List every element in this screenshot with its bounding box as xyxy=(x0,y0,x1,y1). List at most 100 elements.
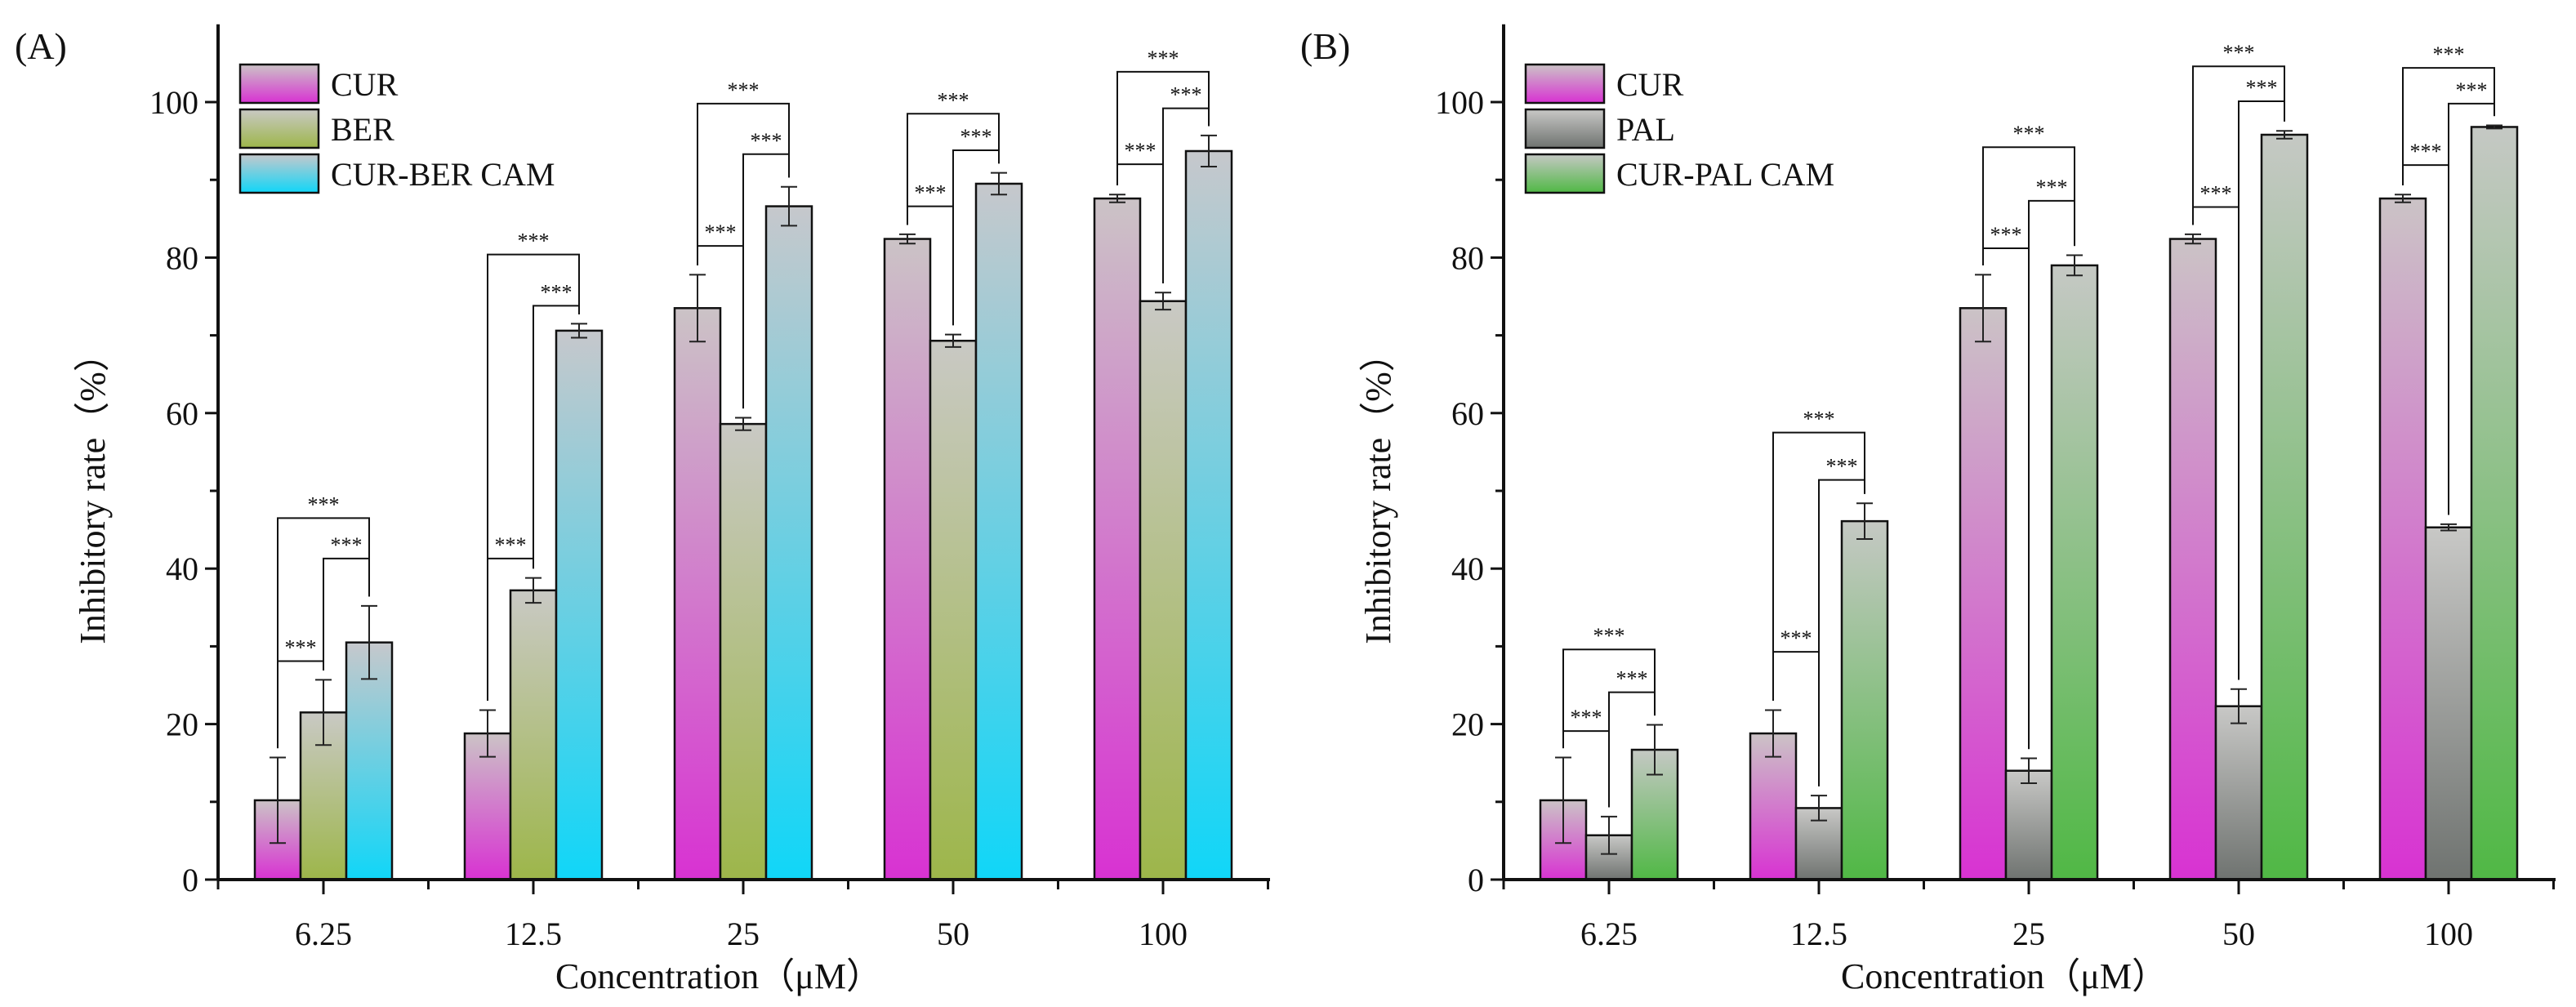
error-bar xyxy=(479,709,496,758)
error-bar xyxy=(1765,709,1781,758)
bar-group-100: *** *** *** xyxy=(1093,47,1233,881)
bar-ber xyxy=(509,589,558,881)
significance-label: *** xyxy=(1826,455,1858,479)
significance-label: *** xyxy=(960,125,992,149)
bar-cur-pal-cam xyxy=(2470,126,2519,881)
x-tick-label: 100 xyxy=(1139,916,1188,952)
bar-cur xyxy=(1093,197,1142,881)
significance-label: *** xyxy=(2456,78,2488,102)
bar-cur-ber-cam xyxy=(555,329,604,881)
bar-pal xyxy=(2214,705,2263,881)
significance-label: *** xyxy=(2433,42,2465,66)
y-tick-label: 80 xyxy=(1451,239,1484,276)
significance-label: *** xyxy=(1780,626,1812,650)
legend-label: CUR-BER CAM xyxy=(331,156,555,193)
error-bar xyxy=(1555,756,1571,844)
y-axis-label: Inhibitory rate（%） xyxy=(73,336,113,644)
significance-label: *** xyxy=(751,129,782,153)
y-tick-label: 40 xyxy=(166,550,198,587)
error-bar xyxy=(2066,254,2083,277)
legend: CUR BER CUR-BER CAM xyxy=(238,63,555,194)
y-tick-label: 100 xyxy=(1435,84,1484,121)
significance-label: *** xyxy=(1616,667,1648,691)
bar-cur-ber-cam xyxy=(1184,149,1233,881)
panel-label: (B) xyxy=(1300,25,1350,67)
bar-group-6.25: *** *** *** xyxy=(1539,624,1679,881)
error-bar xyxy=(1109,194,1125,203)
legend-label: CUR xyxy=(1616,66,1684,103)
significance-label: *** xyxy=(308,492,340,516)
significance-label: *** xyxy=(1990,223,2022,247)
bar-cur xyxy=(673,307,722,881)
legend-label: CUR-PAL CAM xyxy=(1616,156,1834,193)
bar-pal xyxy=(2004,769,2053,881)
bar-pal xyxy=(2424,526,2473,881)
error-bar xyxy=(1601,815,1617,855)
significance-bracket xyxy=(697,102,790,265)
significance-label: *** xyxy=(2013,122,2045,145)
legend-swatch xyxy=(1524,108,1606,149)
bar-group-12.5: *** *** *** xyxy=(1749,408,1889,881)
significance-label: *** xyxy=(938,88,969,112)
bar-cur xyxy=(883,238,932,881)
legend-label: CUR xyxy=(331,66,399,103)
significance-label: *** xyxy=(915,181,947,205)
error-bar xyxy=(571,323,587,339)
error-bar xyxy=(2185,233,2201,245)
error-bar xyxy=(361,604,377,680)
error-bar xyxy=(2276,130,2293,140)
error-bar xyxy=(945,333,961,348)
significance-bracket xyxy=(487,253,580,702)
x-axis-label: Concentration（μM） xyxy=(1841,956,2168,996)
legend-swatch xyxy=(238,108,320,149)
y-tick-label: 60 xyxy=(1451,395,1484,432)
legend-label: BER xyxy=(331,111,394,148)
significance-bracket xyxy=(1562,648,1656,749)
x-tick-label: 25 xyxy=(727,916,760,952)
significance-bracket xyxy=(1116,70,1210,185)
significance-label: *** xyxy=(518,229,550,253)
bar-group-12.5: *** *** *** xyxy=(463,229,604,881)
error-bar xyxy=(2395,194,2411,203)
x-tick-label: 100 xyxy=(2424,916,2473,952)
bar-cur xyxy=(2378,197,2427,881)
significance-label: *** xyxy=(1148,47,1179,70)
y-tick-label: 0 xyxy=(1468,862,1484,898)
y-tick-label: 0 xyxy=(182,862,198,898)
x-tick-label: 50 xyxy=(2222,916,2255,952)
significance-label: *** xyxy=(285,635,317,659)
bar-cur-ber-cam xyxy=(345,641,394,881)
bar-cur xyxy=(2168,238,2217,881)
bar-cur-ber-cam xyxy=(764,205,813,881)
error-bar xyxy=(270,756,286,844)
bar-group-25: *** *** *** xyxy=(673,78,813,881)
significance-bracket xyxy=(1562,730,1610,808)
error-bar xyxy=(525,577,541,604)
y-tick-label: 80 xyxy=(166,239,198,276)
error-bar xyxy=(1856,502,1873,541)
y-tick-label: 100 xyxy=(149,84,198,121)
bar-cur-ber-cam xyxy=(974,182,1023,881)
legend-label: PAL xyxy=(1616,111,1675,148)
significance-label: *** xyxy=(2410,140,2442,163)
significance-label: *** xyxy=(541,280,573,304)
bar-cur-pal-cam xyxy=(2260,133,2309,881)
bar-ber xyxy=(1139,300,1188,881)
error-bar xyxy=(1155,292,1171,311)
significance-bracket xyxy=(277,517,370,749)
error-bar xyxy=(689,274,706,343)
significance-label: *** xyxy=(1571,706,1602,729)
significance-label: *** xyxy=(331,533,363,557)
y-axis-label: Inhibitory rate（%） xyxy=(1358,336,1398,644)
bar-group-50: *** *** *** xyxy=(883,88,1023,881)
significance-bracket xyxy=(2192,65,2285,225)
error-bar xyxy=(1647,724,1663,776)
x-tick-label: 25 xyxy=(2012,916,2045,952)
significance-label: *** xyxy=(2200,182,2232,206)
error-bar xyxy=(2231,688,2247,724)
legend-swatch xyxy=(238,153,320,194)
significance-label: *** xyxy=(495,533,527,557)
y-tick-label: 40 xyxy=(1451,550,1484,587)
panel-a: (A) *** *** *** 6.25 *** *** *** 12.5 *** *** *** 25… xyxy=(15,24,1270,996)
x-tick-label: 12.5 xyxy=(505,916,562,952)
